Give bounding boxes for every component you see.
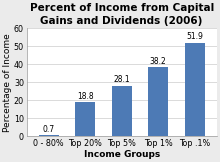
Title: Percent of Income from Capital
Gains and Dividends (2006): Percent of Income from Capital Gains and…: [29, 3, 214, 26]
Text: 0.7: 0.7: [43, 125, 55, 134]
Text: 51.9: 51.9: [186, 32, 203, 41]
Bar: [39, 135, 59, 136]
Bar: [112, 86, 132, 136]
Bar: [75, 102, 95, 136]
Bar: [148, 67, 168, 136]
Y-axis label: Percentage of Income: Percentage of Income: [4, 33, 13, 132]
X-axis label: Income Groups: Income Groups: [84, 150, 160, 159]
Bar: [185, 43, 205, 136]
Text: 38.2: 38.2: [150, 57, 167, 66]
Text: 28.1: 28.1: [113, 75, 130, 84]
Text: 18.8: 18.8: [77, 92, 94, 101]
